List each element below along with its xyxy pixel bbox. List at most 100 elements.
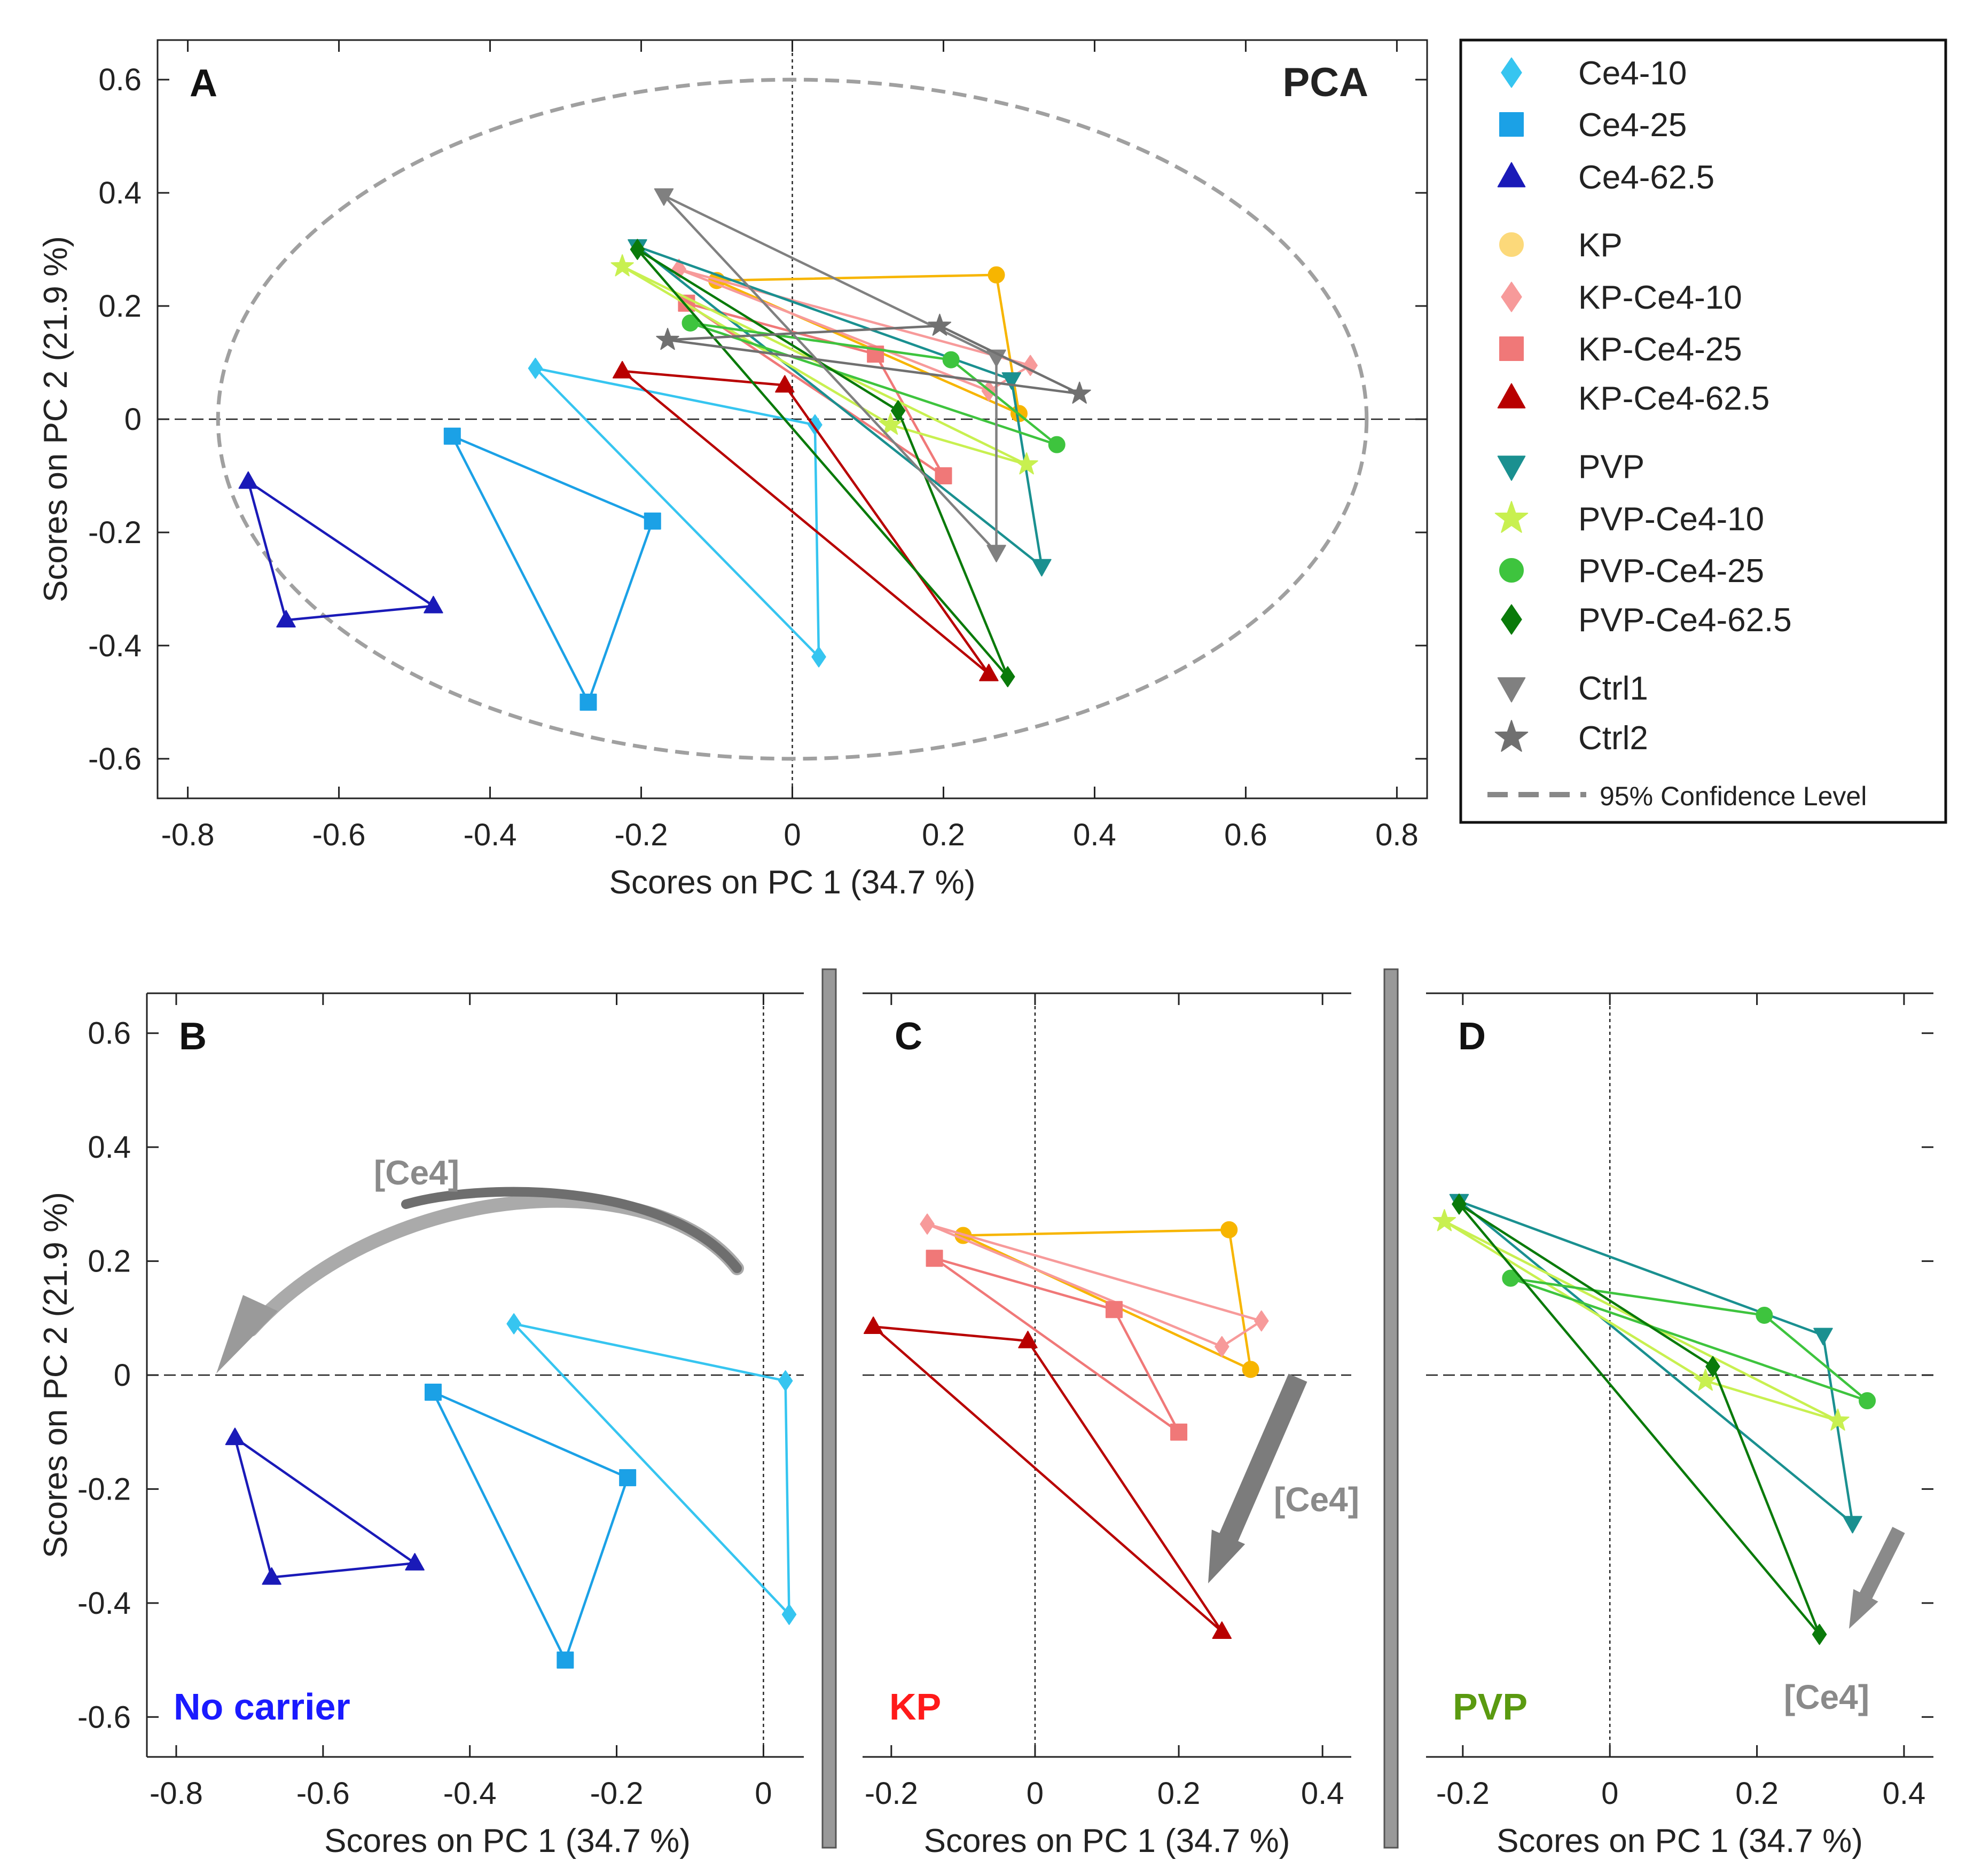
x-tick-label: 0.4 [1883,1776,1926,1811]
y-tick-label: 0.4 [98,176,142,210]
y-tick-label: -0.6 [77,1700,131,1734]
legend-marker [1499,558,1524,583]
data-point [276,610,296,627]
data-point [979,663,999,681]
series-line [872,1325,1224,1633]
data-point [1018,1330,1038,1348]
series-line [689,321,1058,446]
data-point [1502,1269,1519,1287]
trend-arrow-shaft [1858,1527,1905,1603]
data-point [1068,381,1091,404]
legend-item-kp62: KP-Ce4-62.5 [1497,380,1769,417]
series-line [247,480,435,622]
series-pvp62 [630,239,1015,687]
data-point [1023,355,1038,376]
legend-item-pvp62: PVP-Ce4-62.5 [1501,602,1792,639]
series-ctrl2 [656,313,1091,404]
x-axis-title: Scores on PC 1 (34.7 %) [924,1823,1290,1859]
series-ce62 [238,471,443,627]
legend-item-ce25: Ce4-25 [1499,107,1687,144]
x-tick-label: -0.2 [865,1776,918,1811]
data-point [424,595,443,614]
data-point [1254,1310,1269,1332]
y-tick-label: 0 [114,1358,131,1393]
data-point [262,1567,281,1585]
confidence-ellipse [216,77,1369,761]
data-point [1220,1221,1238,1238]
x-tick-label: -0.4 [443,1776,497,1811]
x-tick-label: 0.6 [1224,818,1267,852]
data-point [644,512,661,530]
data-point [656,327,679,350]
panels: -0.8 -0.6 -0.4 -0.2 0 0.2 0.4 0.6 0.8 0.6 0.4 0.2 0 -… [37,39,1933,1859]
data-point [225,1427,245,1446]
series-line [512,1322,790,1616]
panel-c: -0.2 0 0.2 0.4 Scores on PC 1 (34.7 %) C KP [Ce… [863,992,1359,1859]
trend-arrow-head [1208,1529,1246,1583]
x-tick-label: -0.2 [615,818,668,852]
series-line [666,324,1081,395]
data-point [424,1384,442,1401]
series-pvp [1449,1194,1862,1534]
legend-marker [1499,336,1524,361]
legend-item-kp: KP [1499,227,1623,264]
data-point [1694,1368,1717,1391]
x-tick-label: 0.8 [1375,818,1419,852]
series-pvp62 [1452,1194,1827,1645]
group-label: No carrier [174,1686,350,1728]
data-point [1432,1209,1456,1231]
x-tick-label: -0.4 [464,818,517,852]
data-point [1000,666,1015,687]
panel-separator-1 [821,968,837,1849]
y-tick-label: -0.6 [88,742,142,776]
y-ticks: 0.6 0.4 0.2 0 -0.2 -0.4 -0.6 [88,62,1427,776]
x-tick-label: 0.2 [922,818,965,852]
series-line [685,302,945,477]
data-point [612,360,632,379]
data-point [1001,372,1022,390]
panel-annotation: PCA [1283,60,1368,105]
data-point [1032,559,1052,577]
legend-marker [1497,677,1526,703]
panel-d: -0.2 0 0.2 0.4 Scores on PC 1 (34.7 %) D PVP [C… [1426,992,1933,1859]
legend-label: KP [1578,227,1623,264]
series-line [451,435,654,704]
x-ticks: -0.8 -0.6 -0.4 -0.2 0 [150,993,772,1811]
data-point [557,1651,574,1669]
data-point [682,314,699,332]
trend-arrow-label: [Ce4] [374,1153,459,1192]
legend-marker [1497,162,1526,187]
data-point [1705,1356,1720,1377]
data-point [654,188,674,206]
series-line [534,367,820,658]
legend-label: PVP-Ce4-10 [1578,501,1764,538]
x-tick-label: 0 [1027,1776,1044,1811]
data-point [781,1604,797,1625]
data-point [443,427,461,445]
trend-arrow-label: [Ce4] [1784,1678,1869,1716]
y-tick-label: 0 [124,402,142,437]
data-point [1843,1516,1862,1534]
data-point [610,254,634,277]
x-ticks: -0.2 0 0.2 0.4 [1436,993,1925,1811]
series-ce10 [528,357,826,668]
legend-marker [1499,232,1524,257]
data-point [808,414,823,436]
y-tick-label: -0.4 [77,1586,131,1621]
legend-label: KP-Ce4-10 [1578,279,1742,316]
series-line [1458,1200,1854,1525]
legend-label: Ctrl2 [1578,720,1648,757]
data-point [778,1370,793,1392]
data-point [928,313,952,336]
series-line [1509,1277,1869,1402]
data-point [1859,1392,1876,1410]
data-point [942,351,960,368]
y-tick-label: 0.4 [88,1130,131,1165]
series-ce62 [225,1427,425,1585]
series-ctrl1 [654,188,1006,563]
y-tick-label: 0.2 [98,289,142,324]
y-ticks: 0.6 0.4 0.2 0 -0.2 -0.4 -0.6 [77,1016,159,1734]
y-tick-label: 0.6 [88,1016,131,1051]
trend-arrow-shaft [1219,1373,1307,1542]
